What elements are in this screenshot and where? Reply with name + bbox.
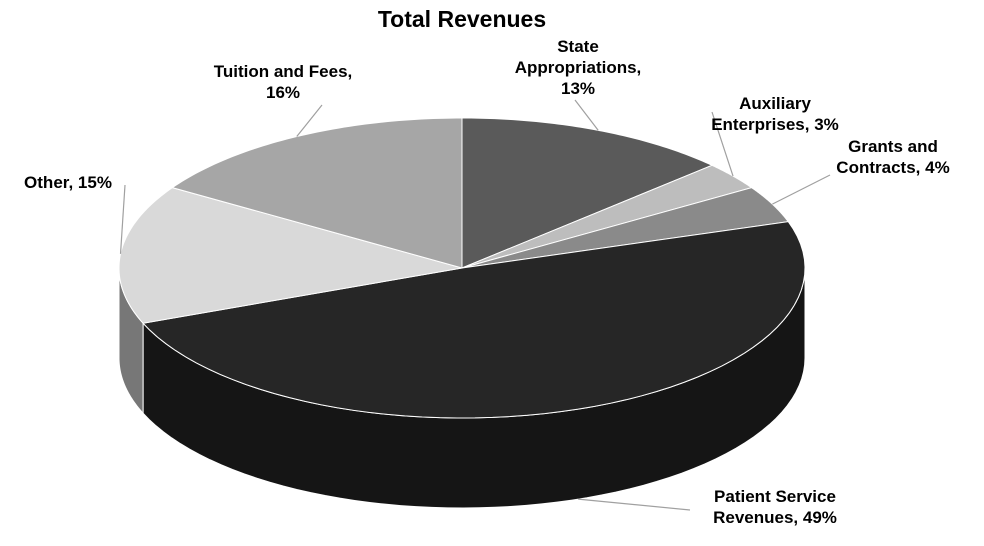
chart-title: Total Revenues — [377, 6, 547, 32]
label-value: 15% — [77, 173, 112, 192]
data-label: Auxiliary Enterprises, 3% — [700, 93, 850, 135]
data-label: Tuition and Fees, 16% — [198, 61, 368, 103]
label-category: Grants and Contracts, — [836, 137, 938, 177]
slice — [171, 117, 463, 269]
leader-line — [119, 184, 126, 254]
label-category: Auxiliary Enterprises, — [711, 94, 811, 134]
leader-line — [578, 498, 691, 511]
label-value: 49% — [802, 508, 837, 527]
label-category: Other, — [24, 173, 74, 192]
leader-line — [296, 104, 323, 137]
label-value: 13% — [560, 79, 596, 98]
label-value: 4% — [925, 158, 950, 177]
label-value: 3% — [814, 115, 839, 134]
label-category: Tuition and Fees, — [213, 62, 353, 81]
data-label: Other, 15% — [8, 172, 128, 193]
leader-line — [574, 99, 599, 131]
slice — [461, 164, 753, 269]
leader-line — [772, 174, 831, 205]
label-category: State Appropriations, — [514, 37, 642, 77]
slice — [118, 187, 463, 324]
leader-line — [711, 111, 734, 177]
label-value: 16% — [265, 83, 301, 102]
slice — [461, 117, 714, 269]
data-label: Grants and Contracts, 4% — [828, 136, 958, 178]
data-label: Patient Service Revenues, 49% — [700, 486, 850, 528]
label-category: Patient Service Revenues, — [713, 487, 836, 527]
data-label: State Appropriations, 13% — [503, 36, 653, 99]
slice — [142, 221, 806, 419]
